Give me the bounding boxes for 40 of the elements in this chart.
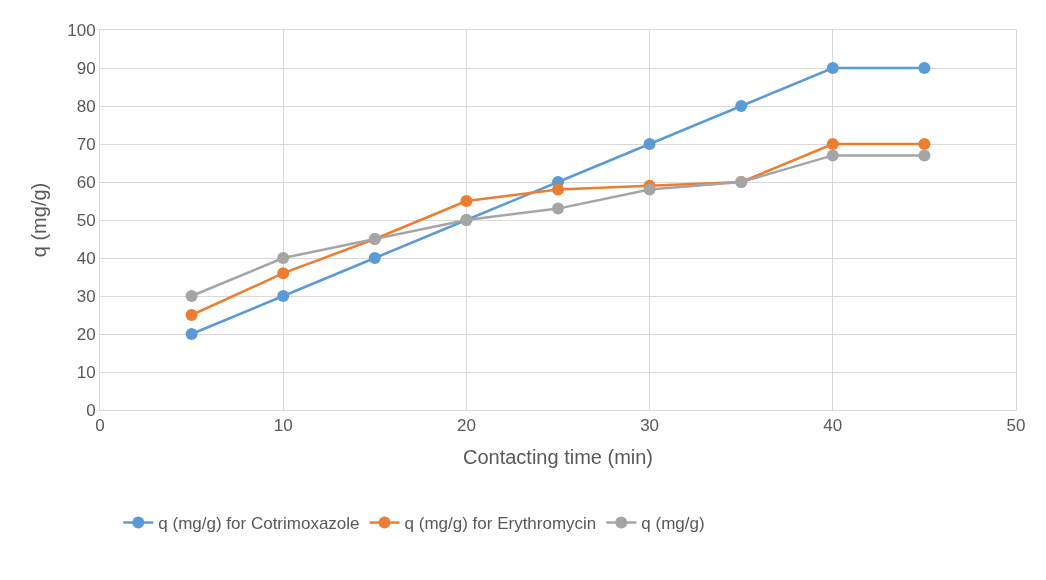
point <box>552 183 564 196</box>
point <box>460 195 473 207</box>
y-tick-label: 100 <box>67 20 96 40</box>
point <box>826 62 839 74</box>
y-axis-title: q (mg/g) <box>27 182 50 258</box>
y-tick-label: 80 <box>76 96 96 116</box>
point <box>185 309 198 321</box>
x-tick-label: 50 <box>1006 416 1026 436</box>
x-tick-label: 30 <box>640 416 660 436</box>
y-tick-label: 0 <box>86 400 96 420</box>
y-tick-label: 50 <box>76 210 96 230</box>
point <box>552 202 564 215</box>
y-tick-label: 60 <box>76 172 96 192</box>
point <box>918 62 931 74</box>
y-tick-label: 30 <box>76 286 96 306</box>
legend-label: q (mg/g) <box>641 514 705 534</box>
point <box>826 149 839 162</box>
x-tick-label: 10 <box>273 416 293 436</box>
point <box>185 328 198 340</box>
x-tick-label: 20 <box>456 416 476 436</box>
point <box>643 183 656 196</box>
point <box>368 252 381 264</box>
point <box>918 149 931 162</box>
y-tick-label: 20 <box>76 324 96 344</box>
y-tick-label: 70 <box>76 134 96 154</box>
point <box>277 267 290 280</box>
point <box>918 138 931 150</box>
legend-label: q (mg/g) for Erythromycin <box>404 514 597 534</box>
y-tick-label: 10 <box>76 362 96 382</box>
legend-label: q (mg/g) for Cotrimoxazole <box>158 514 360 534</box>
point <box>735 100 748 112</box>
x-axis-title: Contacting time (min) <box>462 445 654 468</box>
y-tick-label: 90 <box>76 58 96 78</box>
point <box>277 252 290 264</box>
point <box>185 290 198 302</box>
point <box>826 138 839 150</box>
y-tick-label: 40 <box>76 248 96 268</box>
point <box>643 138 656 150</box>
point <box>277 290 290 302</box>
x-tick-label: 40 <box>823 416 843 436</box>
